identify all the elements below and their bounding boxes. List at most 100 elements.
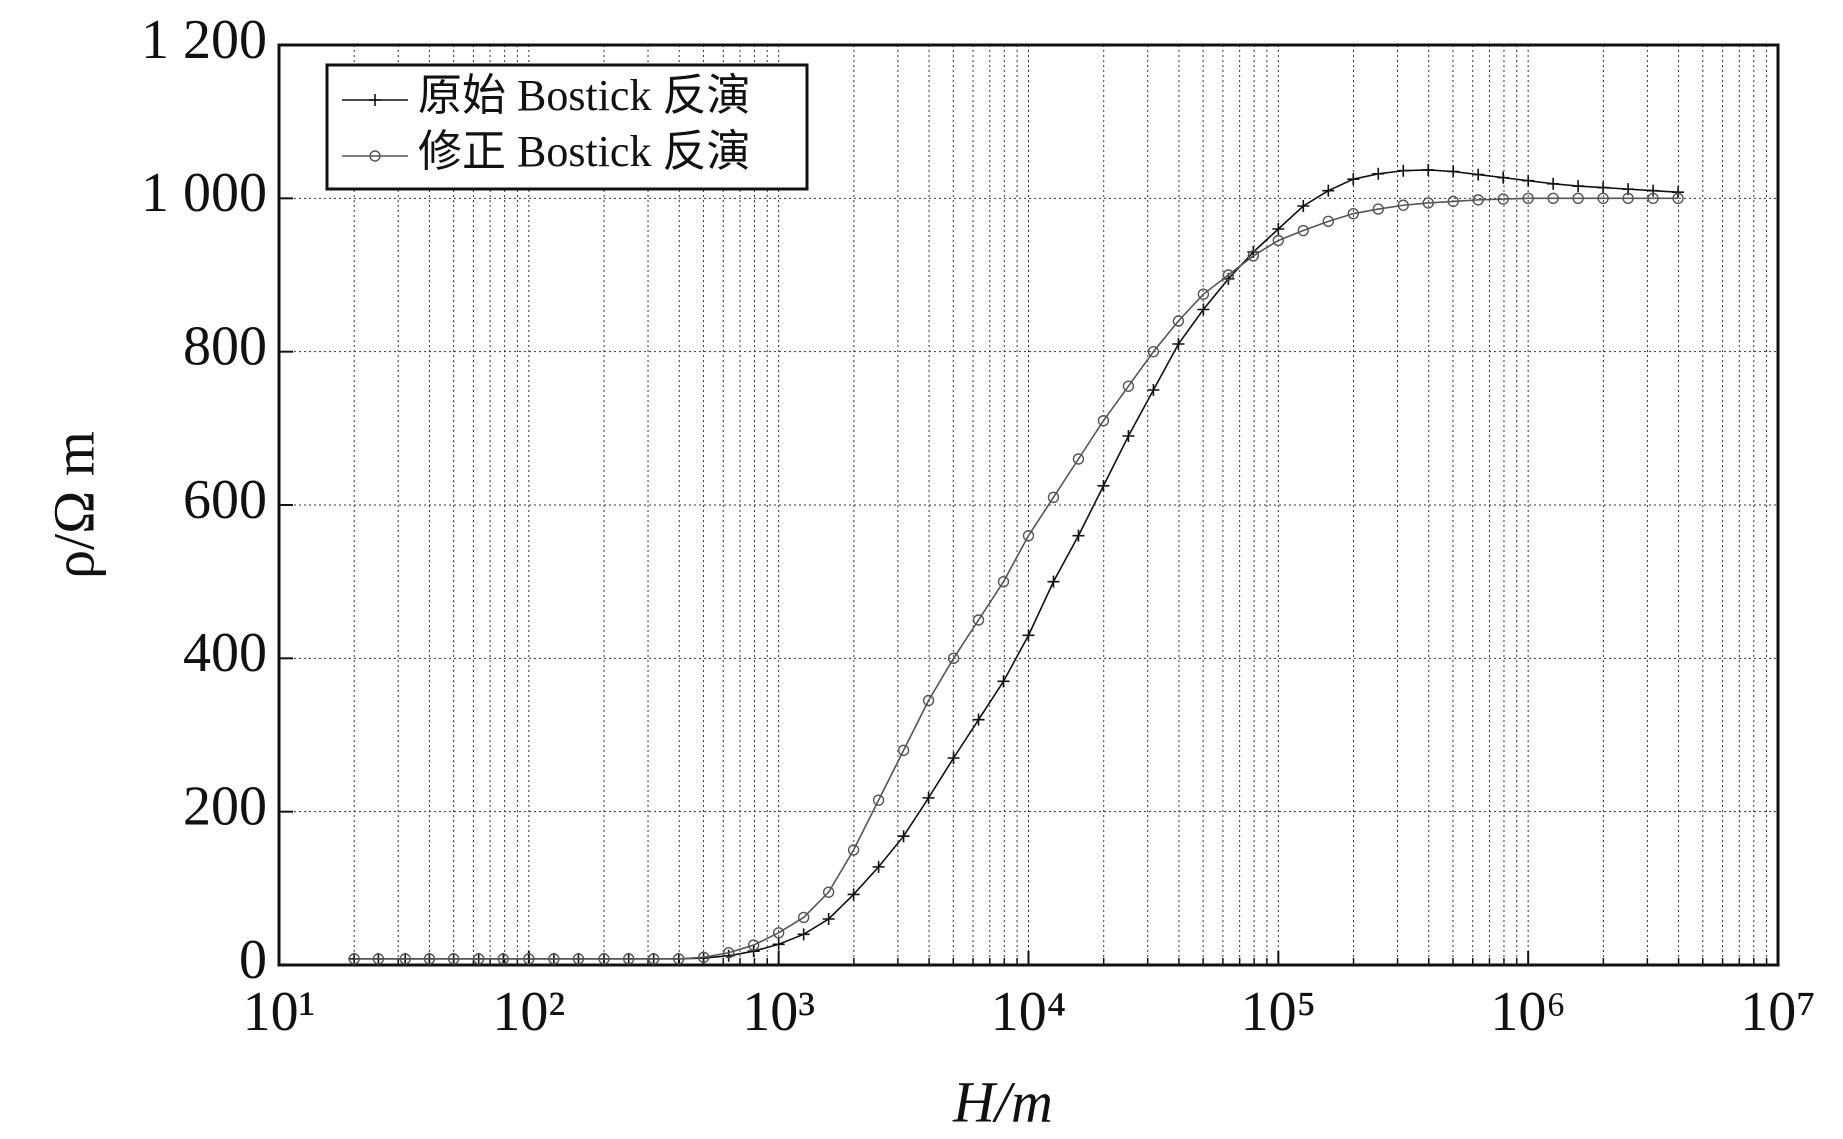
marker: [372, 953, 385, 965]
marker: [1447, 165, 1460, 178]
marker: [1472, 168, 1485, 181]
marker: [1247, 250, 1260, 262]
marker: [1072, 453, 1085, 465]
marker: [972, 614, 985, 626]
marker: [1322, 215, 1334, 228]
marker: [1497, 193, 1509, 205]
marker: [598, 953, 610, 965]
series-line: [354, 197, 1679, 960]
marker: [1572, 180, 1585, 193]
marker: [1272, 234, 1285, 247]
marker: [369, 94, 381, 106]
y-tick-label: 200: [183, 776, 267, 838]
marker: [1072, 529, 1085, 542]
marker: [1547, 177, 1560, 190]
marker: [697, 951, 710, 964]
marker: [997, 575, 1010, 588]
plot-frame: [277, 43, 1780, 967]
x-tick-label: 10⁵: [1241, 981, 1317, 1043]
marker: [1597, 181, 1610, 194]
marker: [1097, 479, 1110, 492]
marker: [647, 953, 660, 965]
marker: [473, 953, 485, 965]
marker: [1522, 192, 1534, 205]
marker: [1372, 203, 1384, 215]
marker: [822, 886, 835, 898]
marker: [399, 953, 411, 965]
marker: [872, 794, 885, 806]
marker: [1172, 315, 1185, 327]
marker: [1222, 269, 1235, 281]
marker: [1347, 207, 1359, 220]
marker: [1672, 192, 1684, 205]
x-axis-label: H/m: [952, 1069, 1053, 1134]
marker: [1522, 174, 1535, 187]
y-tick-label: 0: [239, 929, 267, 991]
marker: [1347, 173, 1360, 186]
marker: [1447, 195, 1459, 208]
marker: [947, 752, 960, 764]
marker: [747, 939, 760, 951]
marker: [673, 953, 685, 965]
marker: [447, 953, 460, 965]
marker: [1297, 200, 1310, 212]
x-tick-label: 10⁷: [1740, 981, 1816, 1043]
marker: [1122, 380, 1135, 392]
marker: [1572, 192, 1584, 205]
marker: [1172, 338, 1185, 350]
legend-label: 原始 Bostick 反演: [418, 71, 750, 120]
marker: [1022, 629, 1035, 642]
marker: [847, 844, 860, 856]
marker: [1272, 223, 1285, 235]
marker: [797, 928, 810, 941]
marker: [1647, 184, 1660, 197]
marker: [772, 938, 785, 951]
marker: [1147, 345, 1160, 358]
marker: [1647, 192, 1659, 205]
marker: [772, 927, 785, 939]
marker: [972, 713, 985, 726]
marker: [1422, 197, 1434, 209]
x-tick-label: 10²: [492, 981, 565, 1043]
marker: [1047, 575, 1060, 588]
legend-label: 修正 Bostick 反演: [418, 127, 750, 176]
y-axis-label: ρ/Ω m: [41, 431, 106, 579]
x-tick-label: 10⁴: [991, 981, 1067, 1043]
y-tick-label: 800: [183, 316, 267, 378]
marker: [1422, 163, 1435, 176]
marker: [1372, 167, 1385, 180]
marker: [1197, 303, 1210, 316]
marker: [1147, 384, 1160, 396]
marker: [1097, 414, 1110, 427]
marker: [897, 744, 910, 757]
marker: [897, 830, 910, 843]
y-tick-label: 600: [183, 469, 267, 531]
marker: [369, 150, 381, 162]
marker: [1322, 184, 1335, 197]
marker: [1047, 491, 1060, 504]
series-line: [354, 169, 1679, 960]
marker: [1197, 288, 1210, 300]
marker: [548, 953, 560, 965]
marker: [1597, 192, 1609, 205]
marker: [922, 694, 935, 707]
marker: [922, 791, 935, 804]
marker: [1622, 192, 1634, 205]
marker: [1672, 186, 1685, 199]
y-tick-label: 400: [183, 622, 267, 684]
marker: [947, 652, 960, 665]
marker: [423, 953, 436, 965]
marker: [572, 953, 585, 965]
marker: [747, 945, 760, 958]
marker: [1122, 430, 1135, 442]
marker: [1297, 224, 1310, 237]
marker: [497, 953, 509, 965]
marker: [797, 911, 810, 924]
marker: [847, 888, 860, 901]
marker: [1497, 171, 1510, 184]
marker: [1397, 164, 1410, 177]
marker: [1472, 194, 1484, 206]
marker: [1022, 529, 1035, 542]
